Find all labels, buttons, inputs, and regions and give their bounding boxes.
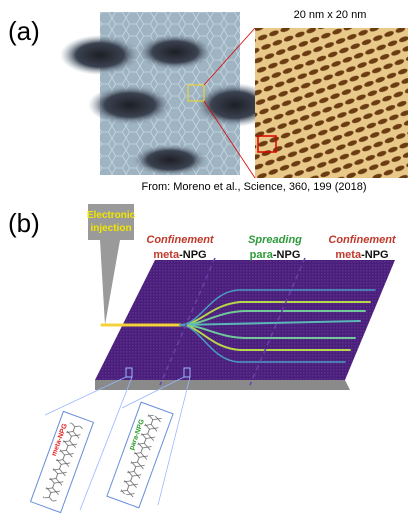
figure: (a) 20 nm x 20 nm From: Moreno et al., S… <box>0 0 419 525</box>
molecule-suffix: -NPG <box>179 249 207 261</box>
insets: meta-NPG para-NPG <box>31 377 190 513</box>
region-title: Confinement <box>146 234 215 246</box>
injection-text: injection <box>90 223 131 234</box>
molecule-prefix: meta <box>153 249 180 261</box>
molecule-suffix: -NPG <box>273 249 301 261</box>
region-molecule: meta-NPG <box>153 249 206 261</box>
molecule-prefix: meta <box>335 249 362 261</box>
region-title: Spreading <box>248 234 302 246</box>
injection-text: Electronic <box>87 210 136 221</box>
region-title: Confinement <box>328 234 397 246</box>
scale-label: 20 nm x 20 nm <box>294 9 367 21</box>
region-molecule: para-NPG <box>250 249 301 261</box>
molecule-suffix: -NPG <box>361 249 389 261</box>
credit: From: Moreno et al., Science, 360, 199 (… <box>141 181 366 193</box>
molecule-prefix: para <box>250 249 274 261</box>
region-molecule: meta-NPG <box>335 249 388 261</box>
injection-callout: Electronic injection <box>87 204 136 325</box>
panel-label: (b) <box>8 208 40 238</box>
panel-label: (a) <box>8 16 40 46</box>
nanoribbon-slab <box>95 258 395 390</box>
region-labels: Confinementmeta-NPGSpreadingpara-NPGConf… <box>146 234 397 261</box>
stm-image <box>60 12 275 176</box>
